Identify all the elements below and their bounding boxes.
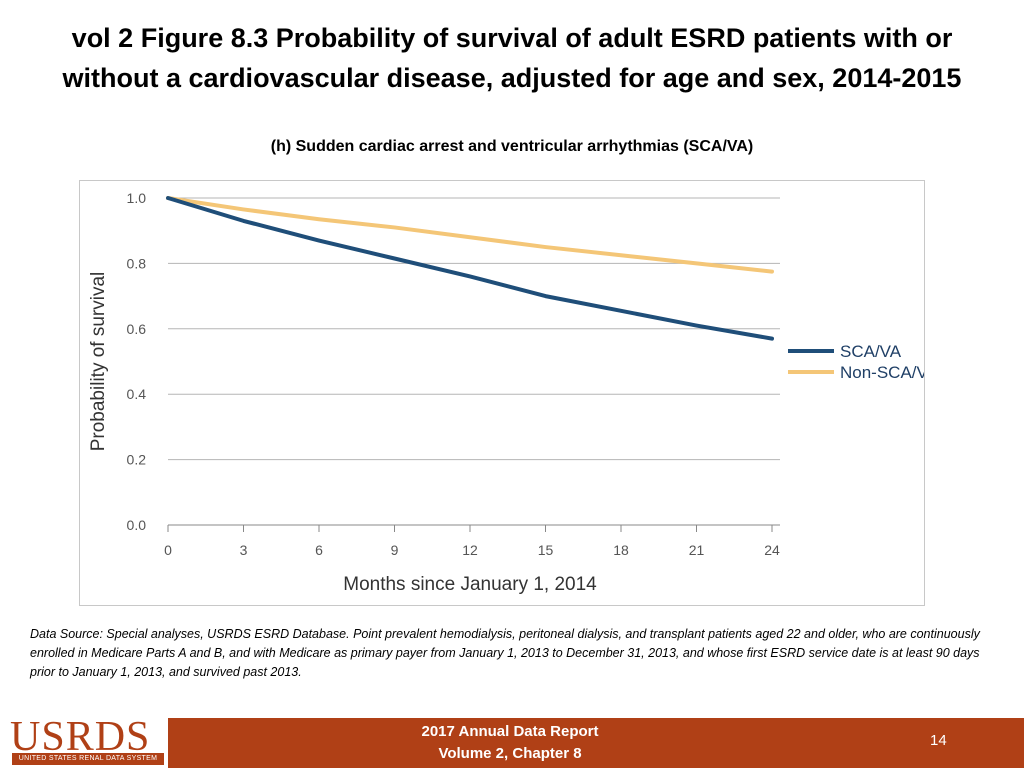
x-tick-label: 24 — [764, 542, 780, 558]
y-tick-label: 0.6 — [127, 321, 147, 337]
report-info: 2017 Annual Data Report Volume 2, Chapte… — [400, 721, 620, 765]
series-line-non-sca-va — [166, 196, 774, 274]
y-tick-label: 0.4 — [127, 386, 147, 402]
x-tick-label: 3 — [240, 542, 248, 558]
legend-label: SCA/VA — [840, 342, 902, 361]
logo-text: USRDS — [10, 714, 151, 760]
figure-title: vol 2 Figure 8.3 Probability of survival… — [0, 18, 1024, 98]
title-line-1: vol 2 Figure 8.3 Probability of survival… — [71, 23, 953, 53]
x-tick-label: 15 — [538, 542, 554, 558]
usrds-logo: USRDS UNITED STATES RENAL DATA SYSTEM — [0, 714, 168, 768]
chart-subtitle: (h) Sudden cardiac arrest and ventricula… — [270, 138, 754, 155]
x-tick-label: 21 — [689, 542, 705, 558]
footer-bar: USRDS UNITED STATES RENAL DATA SYSTEM 20… — [0, 714, 1024, 768]
chart-frame: 0.0 0.2 0.4 0.6 0.8 1.0 0 3 6 9 12 15 18 21 24 Months s… — [79, 180, 925, 606]
y-axis-title: Probability of survival — [88, 272, 109, 452]
page-number: 14 — [930, 732, 947, 749]
logo-subtext: UNITED STATES RENAL DATA SYSTEM — [12, 753, 164, 765]
y-tick-label: 0.8 — [127, 255, 147, 271]
data-source-note: Data Source: Special analyses, USRDS ESR… — [30, 627, 980, 679]
x-tick-label: 9 — [391, 542, 399, 558]
y-tick-label: 0.0 — [127, 517, 147, 533]
survival-line-chart: 0.0 0.2 0.4 0.6 0.8 1.0 0 3 6 9 12 15 18 21 24 Months s… — [88, 190, 924, 595]
y-tick-label: 1.0 — [127, 190, 147, 206]
series-line-sca-va — [166, 196, 774, 341]
x-axis-title: Months since January 1, 2014 — [343, 574, 597, 595]
y-tick-label: 0.2 — [127, 452, 147, 468]
report-line-2: Volume 2, Chapter 8 — [438, 745, 582, 762]
x-tick-label: 6 — [315, 542, 323, 558]
x-tick-label: 12 — [462, 542, 478, 558]
x-tick-label: 0 — [164, 542, 172, 558]
legend-label: Non-SCA/VA — [840, 363, 924, 382]
x-tick-label: 18 — [613, 542, 629, 558]
report-line-1: 2017 Annual Data Report — [421, 723, 599, 740]
title-line-2: without a cardiovascular disease, adjust… — [62, 63, 962, 93]
